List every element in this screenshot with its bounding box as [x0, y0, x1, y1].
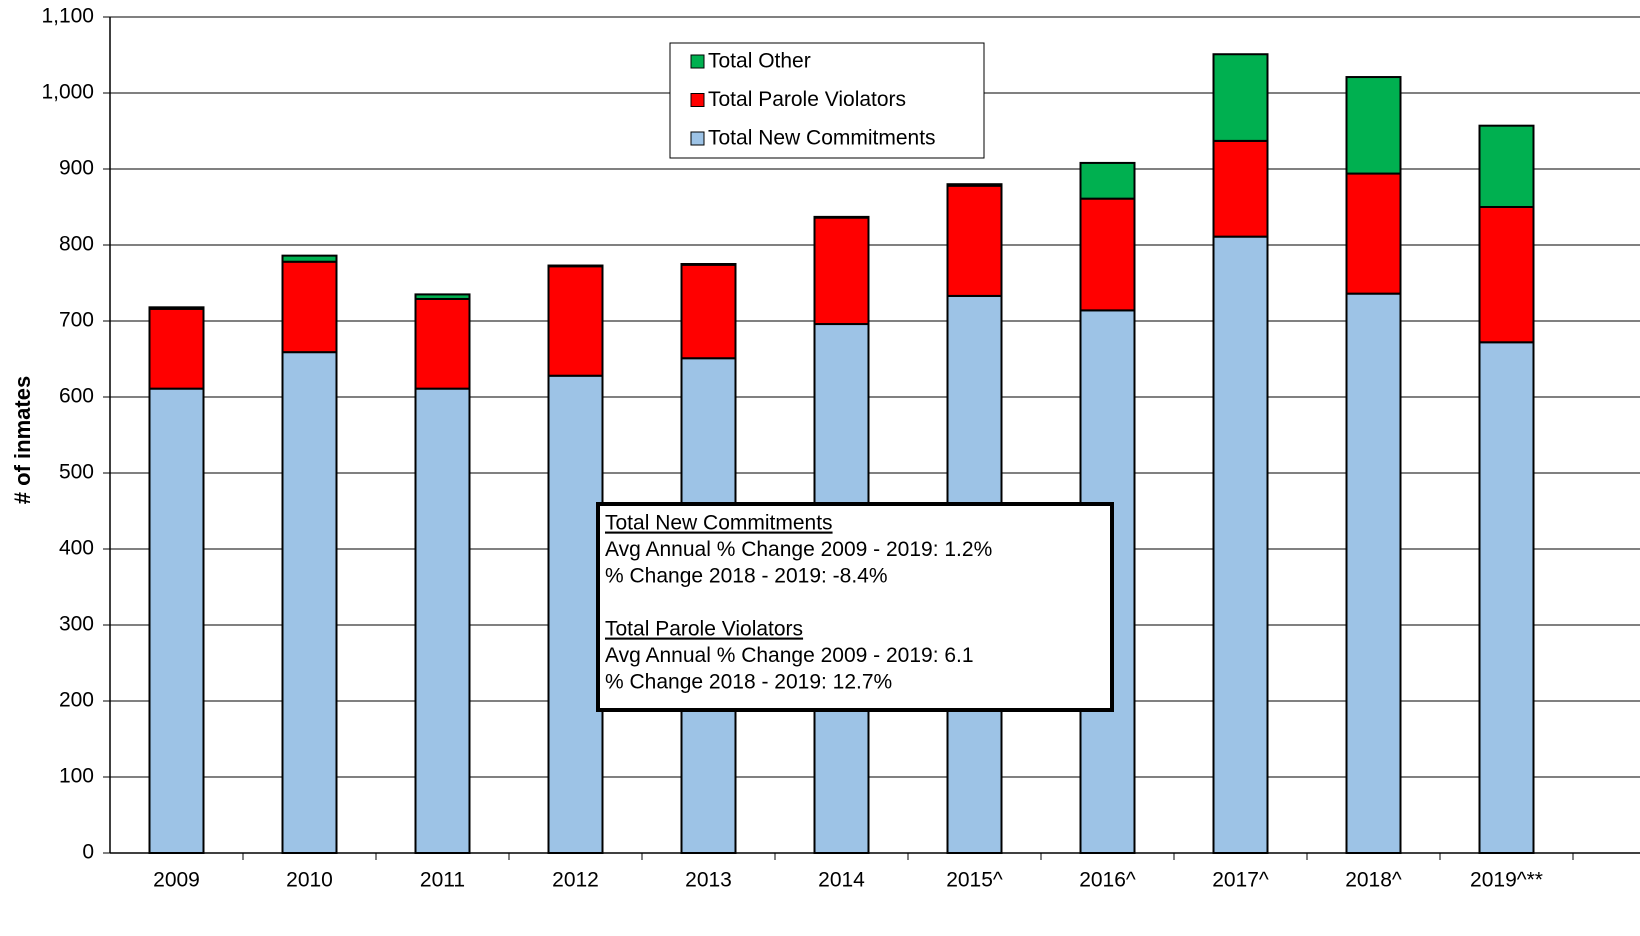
- y-tick-label: 600: [59, 385, 94, 408]
- y-tick-label: 500: [59, 461, 94, 484]
- y-tick-label: 1,100: [41, 5, 94, 28]
- bar-segment: [813, 215, 870, 219]
- y-tick-label: 100: [59, 765, 94, 788]
- x-tick-label: 2018^: [1345, 869, 1402, 892]
- bar-segment: [148, 306, 205, 310]
- y-tick-label: 300: [59, 613, 94, 636]
- bar-segment: [414, 293, 471, 300]
- bar-segment: [281, 351, 338, 854]
- y-tick-label: 800: [59, 233, 94, 256]
- x-tick-label: 2010: [286, 869, 333, 892]
- legend-label: Total New Commitments: [708, 127, 936, 150]
- bar-segment: [680, 263, 737, 360]
- legend-swatch: [690, 93, 705, 107]
- y-tick-label: 900: [59, 157, 94, 180]
- y-tick-label: 200: [59, 689, 94, 712]
- bar-segment: [547, 374, 604, 854]
- legend-label: Total Parole Violators: [708, 88, 906, 111]
- annotation-box: [596, 502, 1114, 712]
- annotation-heading: Total New Commitments: [605, 512, 833, 535]
- legend-label: Total Other: [708, 50, 811, 73]
- y-tick-label: 700: [59, 309, 94, 332]
- annotation-line: Avg Annual % Change 2009 - 2019: 1.2%: [605, 538, 992, 561]
- bar-segment: [1212, 235, 1269, 854]
- bar-segment: [1345, 292, 1402, 854]
- x-tick-label: 2013: [685, 869, 732, 892]
- legend: Total Other Total Parole Violators Total N…: [669, 42, 985, 159]
- bar-segment: [1079, 197, 1136, 312]
- bar-segment: [148, 387, 205, 854]
- bar-segment: [946, 183, 1003, 187]
- bar-segment: [1079, 161, 1136, 200]
- annotation-line: % Change 2018 - 2019: 12.7%: [605, 671, 892, 694]
- y-tick-label: 400: [59, 537, 94, 560]
- y-axis-label: # of inmates: [10, 376, 35, 504]
- bar-segment: [1345, 172, 1402, 295]
- bar-segment: [1212, 139, 1269, 238]
- bar-segment: [414, 387, 471, 854]
- x-tick-label: 2012: [552, 869, 599, 892]
- bar-segment: [1478, 206, 1535, 344]
- x-tick-label: 2011: [420, 869, 465, 892]
- annotation: Total New Commitments Avg Annual % Change…: [596, 502, 1114, 712]
- x-tick-label: 2019^**: [1470, 869, 1543, 892]
- legend-box: [669, 42, 985, 159]
- annotation-heading: Total Parole Violators: [605, 618, 803, 641]
- bar-segment: [148, 307, 205, 390]
- x-tick-label: 2014: [818, 869, 865, 892]
- y-tick-label: 1,000: [41, 81, 94, 104]
- bar-segment: [414, 297, 471, 390]
- bar-segment: [1478, 124, 1535, 208]
- bar-segment: [1212, 53, 1269, 142]
- y-tick-label: 0: [82, 841, 94, 864]
- annotation-line: % Change 2018 - 2019: -8.4%: [605, 565, 888, 588]
- x-tick-label: 2009: [153, 869, 200, 892]
- bar-segment: [946, 184, 1003, 297]
- x-tick-label: 2015^: [946, 869, 1003, 892]
- legend-swatch: [690, 131, 705, 146]
- annotation-line: Avg Annual % Change 2009 - 2019: 6.1: [605, 644, 974, 667]
- bar-segment: [1345, 76, 1402, 175]
- bar-segment: [1478, 341, 1535, 854]
- bar-segment: [281, 254, 338, 263]
- bar-segment: [281, 260, 338, 354]
- bar-segment: [547, 265, 604, 377]
- bar-segment: [547, 264, 604, 268]
- legend-swatch: [690, 54, 705, 69]
- x-tick-label: 2016^: [1079, 869, 1136, 892]
- bar-segment: [680, 263, 737, 266]
- bar-segment: [813, 216, 870, 326]
- x-tick-label: 2017^: [1212, 869, 1269, 892]
